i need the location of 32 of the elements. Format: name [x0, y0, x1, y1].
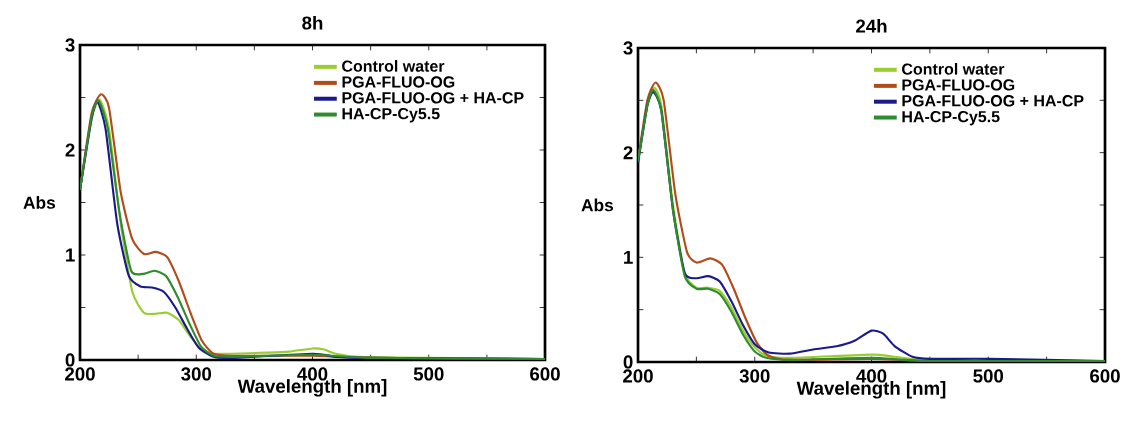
x-tick-label: 600 [1090, 369, 1120, 383]
legend-label: HA-CP-Cy5.5 [902, 110, 1000, 126]
x-axis-title: Wavelength [nm] [237, 379, 387, 397]
x-tick-label: 500 [413, 367, 444, 381]
y-tick-label: 3 [623, 41, 633, 55]
chart-title: 8h [302, 15, 323, 30]
x-tick-label: 300 [181, 367, 212, 381]
y-tick-label: 2 [65, 143, 75, 157]
x-tick-label: 400 [297, 367, 328, 381]
legend-label: PGA-FLUO-OG [342, 76, 455, 88]
y-tick-label: 3 [65, 38, 75, 52]
x-tick-label: 200 [65, 367, 95, 381]
x-tick-label: 200 [623, 369, 653, 383]
y-tick-label: 1 [624, 250, 633, 264]
y-tick-label: 2 [623, 146, 633, 160]
y-tick-label: 0 [623, 355, 633, 369]
legend-label: PGA-FLUO-OG + HA-CP [902, 95, 1084, 107]
x-tick-label: 500 [973, 369, 1004, 383]
legend-label: PGA-FLUO-OG [902, 79, 1015, 91]
legend-label: Control water [902, 63, 1005, 75]
legend-label: PGA-FLUO-OG + HA-CP [342, 92, 524, 104]
x-axis-title: Wavelength [nm] [796, 381, 946, 399]
y-tick-label: 0 [65, 353, 75, 367]
chart-title: 24h [856, 19, 887, 33]
legend-label: Control water [342, 60, 445, 72]
y-axis-title: Abs [581, 198, 614, 212]
x-tick-label: 300 [739, 369, 770, 383]
x-tick-label: 600 [530, 367, 560, 381]
x-tick-label: 400 [856, 369, 887, 383]
y-axis-title: Abs [23, 196, 56, 209]
y-tick-label: 1 [66, 248, 75, 262]
legend-label: HA-CP-Cy5.5 [342, 107, 440, 123]
